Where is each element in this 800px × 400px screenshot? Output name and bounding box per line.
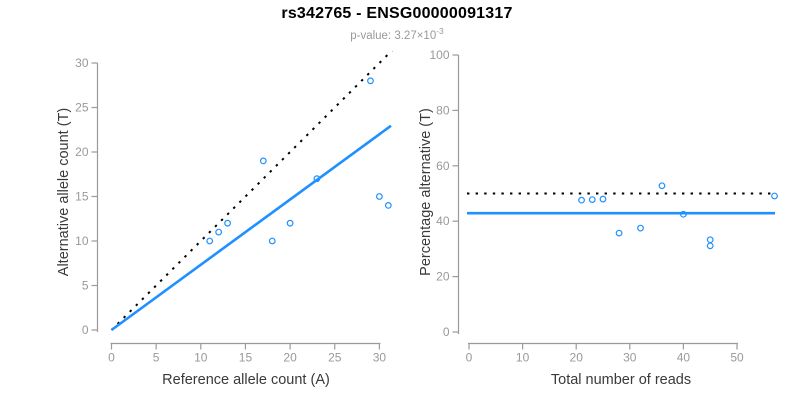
x-tick-label: 40	[677, 351, 691, 365]
identity-line	[110, 51, 393, 331]
data-point	[771, 192, 778, 200]
data-point	[367, 77, 374, 85]
data-point	[224, 219, 231, 227]
percentage-scatter: 0 20 40 60 80 100 0 10 20 30 40 50	[429, 48, 778, 365]
data-point	[215, 228, 223, 236]
allele-count-scatter-lines	[110, 51, 393, 332]
x-tick-label: 0	[108, 351, 115, 365]
percentage-scatter-tick-labels: 0 20 40 60 80 100 0 10 20 30 40 50	[429, 48, 744, 365]
data-point	[599, 195, 607, 203]
y-tick-label: 10	[75, 234, 89, 248]
data-point	[578, 196, 585, 204]
left-yaxis-title: Alternative allele count (T)	[56, 107, 72, 277]
data-point	[706, 236, 714, 244]
x-tick-label: 15	[239, 351, 253, 365]
y-tick-label: 30	[75, 56, 89, 70]
x-tick-label: 10	[516, 351, 530, 365]
x-tick-label: 50	[730, 351, 744, 365]
figure-subtitle: p-value: 3.27×10-3	[0, 26, 794, 42]
y-tick-label: 20	[75, 145, 89, 159]
data-point	[206, 237, 214, 245]
p-value-text: p-value: 3.27×10	[350, 29, 437, 42]
data-point	[259, 157, 267, 165]
data-point	[658, 182, 666, 190]
y-tick-label: 100	[429, 48, 449, 62]
x-tick-label: 20	[570, 351, 584, 365]
allele-count-scatter-tick-labels: 0 5 10 15 20 25 30 0 5 10 15 20 25 30	[75, 56, 386, 365]
percentage-scatter-axes	[452, 54, 738, 350]
data-point	[268, 237, 276, 245]
right-yaxis-title: Percentage alternative (T)	[418, 108, 434, 276]
x-tick-label: 20	[283, 351, 297, 365]
y-tick-label: 60	[436, 159, 450, 173]
y-tick-label: 25	[75, 101, 89, 115]
data-point	[637, 224, 644, 232]
allele-count-scatter-axes	[91, 62, 381, 350]
regression-line	[110, 124, 392, 332]
x-tick-label: 5	[153, 351, 160, 365]
data-point	[376, 193, 383, 200]
data-point	[384, 201, 392, 209]
data-point	[615, 229, 623, 237]
data-point	[313, 175, 321, 183]
figure-title: rs342765 - ENSG00000091317	[281, 5, 513, 22]
y-tick-label: 0	[82, 323, 89, 337]
percentage-scatter-points	[578, 182, 778, 250]
data-point	[286, 219, 294, 227]
y-tick-label: 40	[436, 214, 450, 228]
left-xaxis-title: Reference allele count (A)	[162, 372, 330, 388]
y-tick-label: 80	[436, 103, 450, 117]
allele-count-scatter-points	[206, 77, 392, 245]
x-tick-label: 30	[623, 351, 637, 365]
data-point	[588, 196, 596, 203]
p-value-exponent: -3	[436, 26, 444, 36]
y-tick-label: 15	[75, 190, 89, 204]
right-xaxis-title: Total number of reads	[550, 372, 692, 388]
y-tick-label: 5	[82, 279, 89, 293]
x-tick-label: 25	[328, 351, 342, 365]
x-tick-label: 0	[466, 351, 473, 365]
allele-count-scatter: 0 5 10 15 20 25 30 0 5 10 15 20 25 30	[75, 51, 393, 365]
percentage-scatter-lines	[467, 192, 775, 215]
x-tick-label: 10	[194, 351, 208, 365]
data-point	[706, 242, 714, 250]
y-tick-label: 20	[436, 270, 450, 284]
x-tick-label: 30	[373, 351, 387, 365]
y-tick-label: 0	[443, 325, 450, 339]
data-point	[680, 210, 687, 218]
